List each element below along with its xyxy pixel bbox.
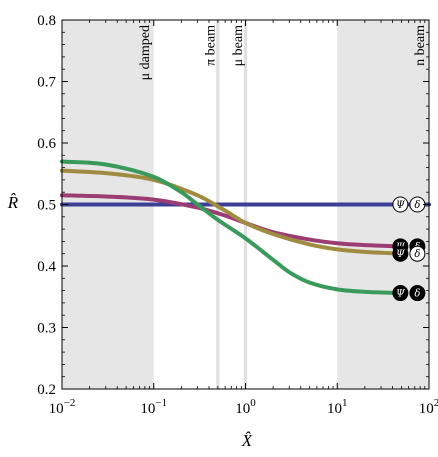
marker-psi-circle: [392, 196, 409, 213]
x-tick-label-3: 101: [327, 397, 348, 417]
region-label-0: μ damped: [138, 25, 153, 80]
region-label-2: μ beam: [231, 25, 246, 66]
region-label-3: n beam: [413, 25, 428, 66]
x-axis-label: X̂: [241, 431, 253, 450]
x-tick-label-0: 10−2: [49, 397, 76, 417]
y-tick-label-1: 0.3: [37, 321, 56, 337]
marker-delta-circle: [409, 245, 426, 262]
x-tick-label-2: 100: [235, 397, 256, 417]
y-tick-label-0: 0.2: [37, 382, 56, 398]
y-tick-label-3: 0.5: [37, 198, 56, 214]
y-tick-label-6: 0.8: [37, 13, 56, 29]
series-line-2: [60, 168, 404, 256]
x-tick-label-4: 102: [419, 397, 438, 417]
marker-delta-symbol: δ: [414, 200, 420, 211]
y-tick-label-5: 0.7: [37, 75, 56, 91]
axis-ticks: 10−2 10−1 100 101 102 0.2 0.3 0.4 0.5 0.6 0.7 0.8: [37, 13, 438, 417]
series-lines: [60, 159, 431, 296]
marker-delta-circle: [409, 285, 426, 302]
region-label-1: π beam: [203, 25, 218, 66]
marker-delta-symbol: δ: [414, 289, 420, 300]
marker-delta-symbol: δ: [414, 249, 420, 260]
x-tick-label-1: 10−1: [140, 397, 167, 417]
marker-psi-symbol: Ψ: [396, 249, 406, 260]
marker-psi-circle: [392, 285, 409, 302]
marker-psi-circle: [392, 245, 409, 262]
y-tick-label-4: 0.6: [37, 136, 56, 152]
series-line-3: [60, 159, 404, 296]
marker-psi-symbol: Ψ: [396, 200, 406, 211]
marker-psi-symbol: Ψ: [396, 289, 406, 300]
y-tick-label-2: 0.4: [37, 259, 56, 275]
y-axis-label: R̂: [7, 193, 19, 212]
